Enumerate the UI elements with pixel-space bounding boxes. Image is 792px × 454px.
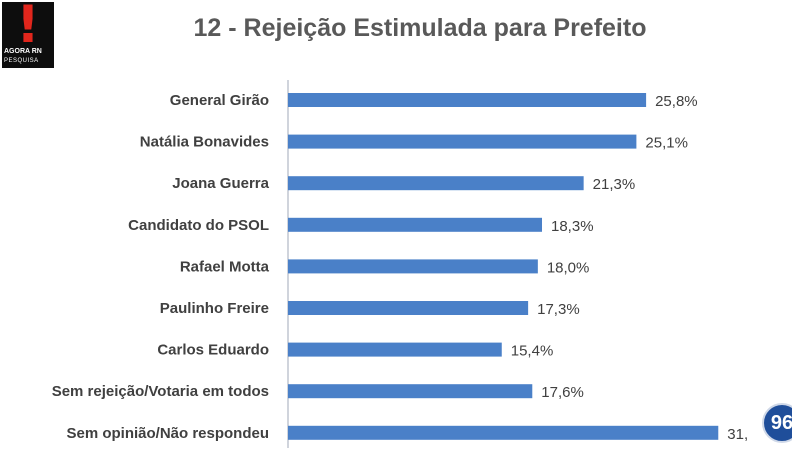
value-label: 21,3% <box>593 176 636 193</box>
category-label: Rafael Motta <box>180 258 270 275</box>
bar <box>288 342 502 357</box>
chart-title: 12 - Rejeição Estimulada para Prefeito <box>193 14 647 42</box>
bar <box>288 259 538 274</box>
category-label: Sem rejeição/Votaria em todos <box>52 383 269 400</box>
value-label: 25,1% <box>645 135 688 152</box>
logo-sub-text: PESQUISA <box>4 58 39 64</box>
agora-rn-logo: ! AGORA RN PESQUISA <box>2 0 54 68</box>
channel-badge: 96 <box>762 403 792 443</box>
category-label: Natália Bonavides <box>140 134 269 151</box>
bar <box>288 93 647 107</box>
value-label: 18,0% <box>547 259 590 276</box>
logo-brand-text: AGORA RN <box>4 48 42 55</box>
category-label: Joana Guerra <box>172 175 269 192</box>
category-label: Paulinho Freire <box>160 300 269 317</box>
value-label: 25,8% <box>655 93 698 110</box>
category-label: Candidato do PSOL <box>128 217 269 234</box>
bar <box>288 134 637 149</box>
bar <box>288 425 719 440</box>
bar <box>288 176 584 191</box>
value-label: 15,4% <box>511 343 554 360</box>
category-label: General Girão <box>170 92 269 109</box>
value-label: 17,6% <box>541 384 584 401</box>
value-label: 18,3% <box>551 218 594 235</box>
value-label: 31, <box>727 426 748 443</box>
value-label: 17,3% <box>537 301 580 318</box>
category-label: Sem opinião/Não respondeu <box>66 425 269 442</box>
category-label: Carlos Eduardo <box>157 342 269 359</box>
bar <box>288 384 533 399</box>
exclamation-icon: ! <box>16 0 40 55</box>
bar <box>288 217 543 232</box>
bar <box>288 301 529 315</box>
